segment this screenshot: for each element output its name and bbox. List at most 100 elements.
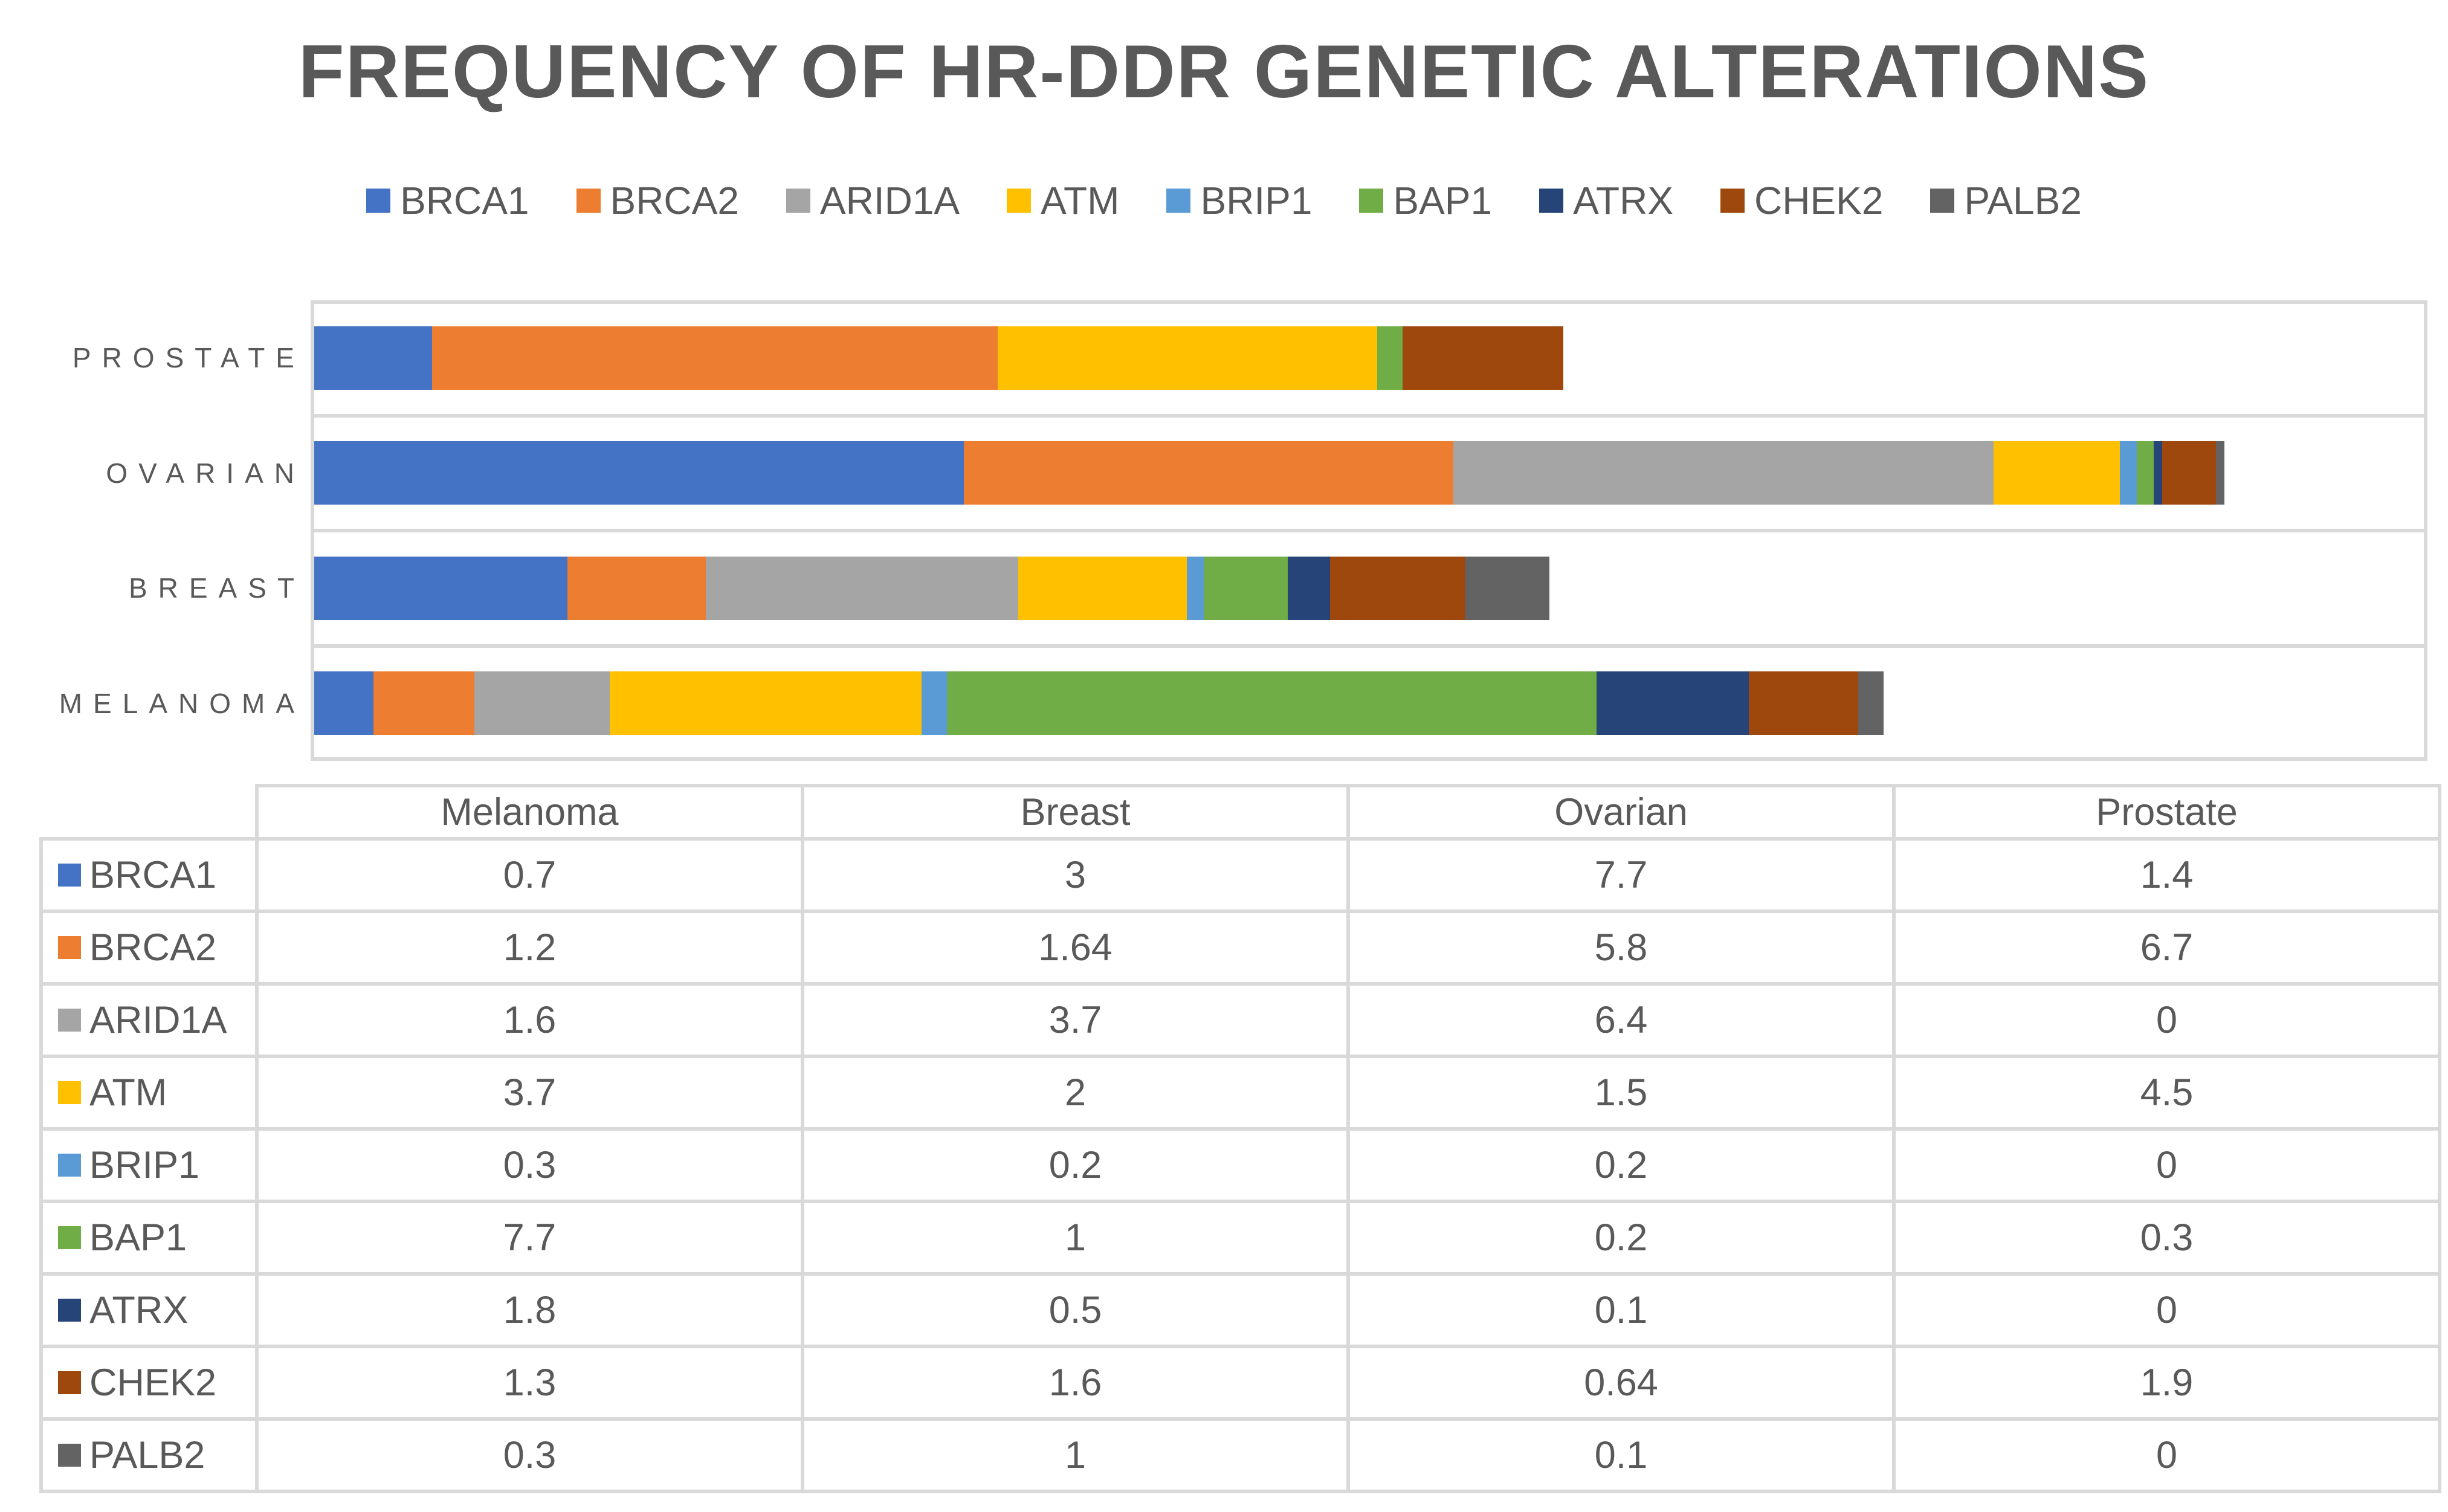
table-row-ARID1A: ARID1A 1.6 3.7 6.4 0 <box>39 982 2441 1058</box>
gene-cell-inner-ATM: ATM <box>45 1071 253 1114</box>
bar-segment-prostate-BRCA1 <box>314 326 433 390</box>
cell-CHEK2-ovarian: 0.64 <box>1346 1345 1896 1421</box>
table-body: BRCA1 0.7 3 7.7 1.4 BRCA2 1.2 1.64 5.8 6.7 ARID1A 1… <box>39 837 2441 1493</box>
bar-segment-prostate-ATM <box>998 326 1378 390</box>
cell-PALB2-breast: 1 <box>801 1417 1350 1493</box>
table-swatch-ATM-icon <box>58 1081 81 1104</box>
legend-swatch-ATM-icon <box>1007 189 1032 213</box>
legend-label-PALB2: PALB2 <box>1964 179 2082 222</box>
bar-segment-ovarian-CHEK2 <box>2162 441 2217 505</box>
bar-segment-prostate-BRCA2 <box>432 326 998 390</box>
bar-segment-melanoma-CHEK2 <box>1748 671 1859 735</box>
gene-cell-inner-CHEK2: CHEK2 <box>45 1361 253 1404</box>
bar-segment-ovarian-PALB2 <box>2216 441 2225 505</box>
legend-label-BRIP1: BRIP1 <box>1200 179 1313 222</box>
bar-segment-breast-CHEK2 <box>1330 556 1465 620</box>
chart-title: FREQUENCY OF HR-DDR GENETIC ALTERATIONS <box>298 30 2150 114</box>
cell-ATM-ovarian: 1.5 <box>1346 1055 1896 1131</box>
gene-cell-inner-ATRX: ATRX <box>45 1291 253 1329</box>
bar-segment-breast-BRCA1 <box>314 556 567 620</box>
category-label-breast: BREAST <box>128 572 305 604</box>
cell-ARID1A-prostate: 0 <box>1892 982 2441 1058</box>
gene-name-CHEK2: CHEK2 <box>89 1361 217 1404</box>
table-row-PALB2: PALB2 0.3 1 0.1 0 <box>39 1417 2441 1493</box>
gene-name-PALB2: PALB2 <box>89 1433 205 1476</box>
legend-label-BRCA1: BRCA1 <box>400 179 529 222</box>
gene-name-ATM: ATM <box>89 1071 167 1114</box>
gene-name-BRCA2: BRCA2 <box>89 926 217 969</box>
gene-name-BRCA1: BRCA1 <box>89 853 217 896</box>
cell-ATM-melanoma: 3.7 <box>255 1055 804 1131</box>
legend-swatch-BRCA2-icon <box>576 189 601 213</box>
legend-item-ARID1A: ARID1A <box>786 181 960 220</box>
cell-ARID1A-breast: 3.7 <box>801 982 1350 1058</box>
column-header-melanoma: Melanoma <box>255 784 804 841</box>
cell-ARID1A-melanoma: 1.6 <box>255 982 804 1058</box>
table-swatch-ATRX-icon <box>58 1299 81 1322</box>
legend-item-BRCA1: BRCA1 <box>366 181 529 220</box>
bar-segment-breast-ARID1A <box>705 556 1018 620</box>
table-swatch-PALB2-icon <box>58 1444 81 1467</box>
gene-cell-BRIP1: BRIP1 <box>39 1127 259 1203</box>
table-row-BAP1: BAP1 7.7 1 0.2 0.3 <box>39 1200 2441 1276</box>
cell-BRCA1-breast: 3 <box>801 837 1350 913</box>
cell-BRCA2-ovarian: 5.8 <box>1346 909 1896 986</box>
bar-segment-ovarian-BRCA2 <box>964 441 1454 505</box>
cell-ATRX-prostate: 0 <box>1892 1272 2441 1348</box>
cell-BRIP1-melanoma: 0.3 <box>255 1127 804 1203</box>
legend-item-ATRX: ATRX <box>1539 181 1673 220</box>
gene-cell-inner-BRIP1: BRIP1 <box>45 1143 253 1186</box>
gene-cell-CHEK2: CHEK2 <box>39 1345 259 1421</box>
category-gridline <box>314 413 2424 418</box>
legend-label-ARID1A: ARID1A <box>819 179 960 222</box>
gene-cell-inner-PALB2: PALB2 <box>45 1433 253 1476</box>
gene-cell-inner-ARID1A: ARID1A <box>45 1001 253 1039</box>
bar-segment-melanoma-BRCA2 <box>373 671 475 735</box>
bar-segment-melanoma-BRCA1 <box>314 671 373 735</box>
value-axis-line <box>311 300 314 761</box>
bar-segment-ovarian-BAP1 <box>2137 441 2154 505</box>
cell-CHEK2-prostate: 1.9 <box>1892 1345 2441 1421</box>
bar-segment-melanoma-PALB2 <box>1858 671 1884 735</box>
table-swatch-BRIP1-icon <box>58 1154 81 1177</box>
bar-segment-breast-PALB2 <box>1465 556 1550 620</box>
cell-BRIP1-prostate: 0 <box>1892 1127 2441 1203</box>
cell-BRCA2-melanoma: 1.2 <box>255 909 804 986</box>
value-gridline-right <box>2424 300 2427 761</box>
table-row-BRIP1: BRIP1 0.3 0.2 0.2 0 <box>39 1127 2441 1203</box>
legend-item-ATM: ATM <box>1007 181 1119 220</box>
legend-label-BRCA2: BRCA2 <box>610 179 739 222</box>
legend-swatch-BAP1-icon <box>1359 189 1384 213</box>
cell-ATM-prostate: 4.5 <box>1892 1055 2441 1131</box>
legend-swatch-ATRX-icon <box>1539 189 1564 213</box>
bar-segment-prostate-CHEK2 <box>1403 326 1563 390</box>
gene-name-BRIP1: BRIP1 <box>89 1143 200 1186</box>
column-header-ovarian: Ovarian <box>1346 784 1896 841</box>
category-label-prostate: PROSTATE <box>72 342 305 374</box>
cell-ATRX-ovarian: 0.1 <box>1346 1272 1896 1348</box>
cell-ATRX-breast: 0.5 <box>801 1272 1350 1348</box>
gene-cell-ARID1A: ARID1A <box>39 982 259 1058</box>
bar-segment-breast-BRIP1 <box>1186 556 1204 620</box>
cell-BAP1-melanoma: 7.7 <box>255 1200 804 1276</box>
legend-label-CHEK2: CHEK2 <box>1754 179 1884 222</box>
legend-item-CHEK2: CHEK2 <box>1720 181 1883 220</box>
cell-ARID1A-ovarian: 6.4 <box>1346 982 1896 1058</box>
gene-name-BAP1: BAP1 <box>89 1216 187 1259</box>
cell-BAP1-breast: 1 <box>801 1200 1350 1276</box>
table-row-ATM: ATM 3.7 2 1.5 4.5 <box>39 1055 2441 1131</box>
gene-cell-inner-BRCA2: BRCA2 <box>45 926 253 969</box>
legend-label-ATM: ATM <box>1041 179 1120 222</box>
table-swatch-ARID1A-icon <box>58 1009 81 1032</box>
bar-segment-breast-BRCA2 <box>567 556 706 620</box>
cell-PALB2-prostate: 0 <box>1892 1417 2441 1493</box>
bar-segment-prostate-BAP1 <box>1377 326 1403 390</box>
legend: BRCA1 BRCA2 ARID1A ATM BRIP1 BAP1 ATRX CHEK2 PAL… <box>0 176 2448 225</box>
bar-breast <box>314 556 2424 620</box>
legend-item-BRCA2: BRCA2 <box>576 181 739 220</box>
cell-CHEK2-breast: 1.6 <box>801 1345 1350 1421</box>
cell-BAP1-ovarian: 0.2 <box>1346 1200 1896 1276</box>
category-gridline <box>314 529 2424 532</box>
bar-segment-breast-ATM <box>1018 556 1187 620</box>
